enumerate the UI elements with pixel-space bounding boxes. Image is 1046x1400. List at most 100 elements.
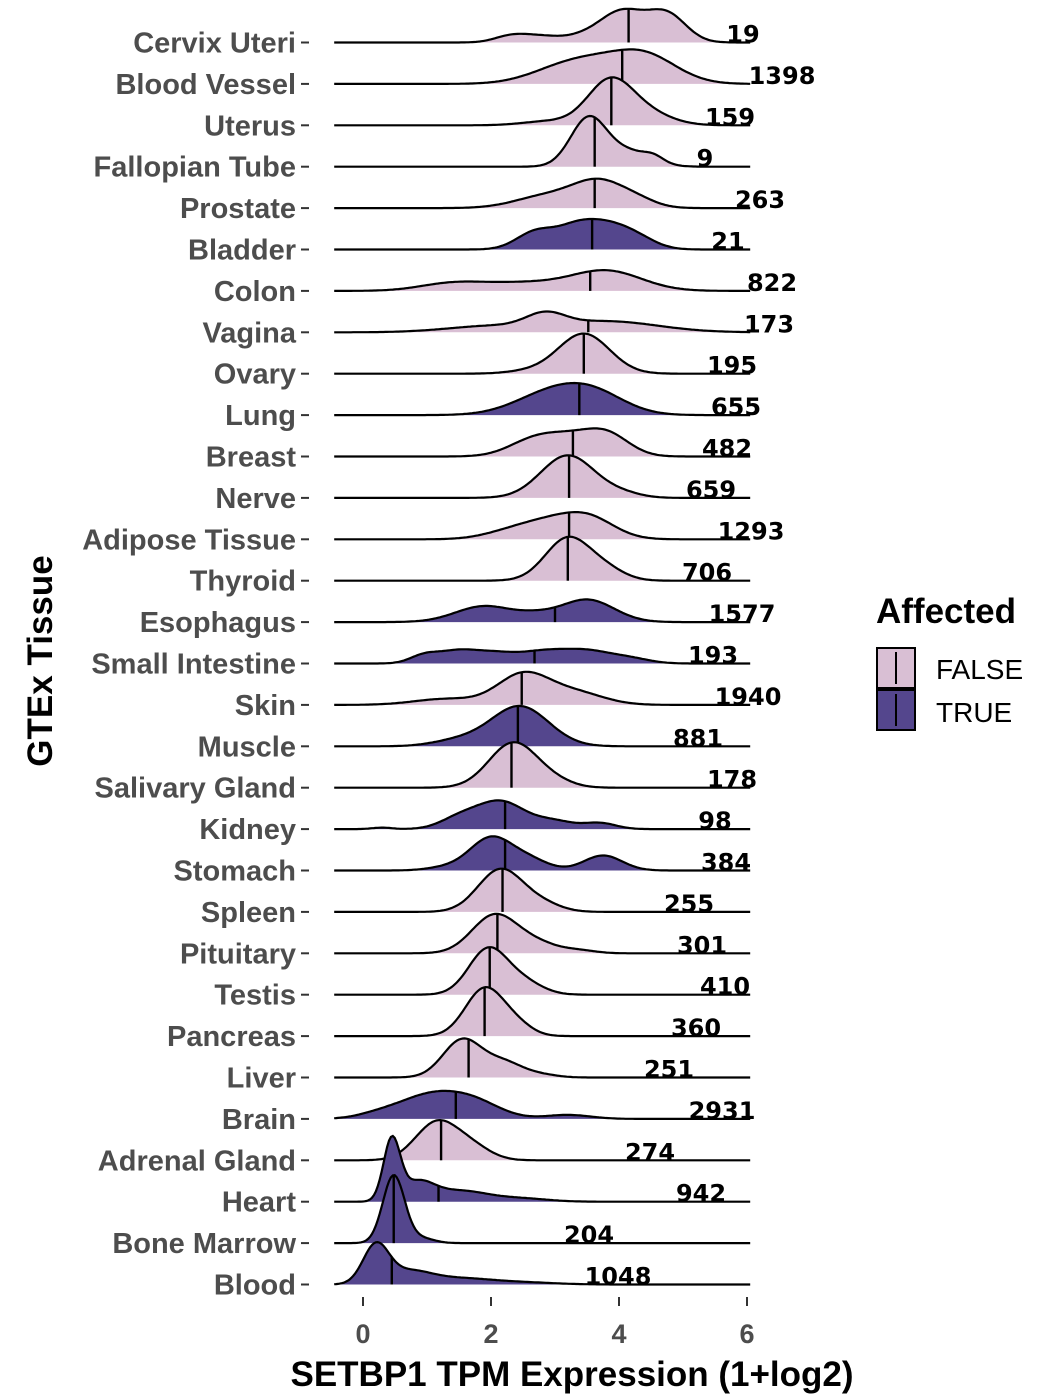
x-tick-label-0: 0 <box>355 1319 370 1349</box>
legend-label-false: FALSE <box>936 654 1023 685</box>
count-label-pancreas: 360 <box>671 1014 721 1042</box>
ridge-area-heart <box>334 1136 751 1202</box>
ridge-area-stomach <box>334 836 751 871</box>
tissue-label-pancreas: Pancreas <box>167 1021 296 1053</box>
count-label-adrenal-gland: 274 <box>625 1138 675 1166</box>
x-tick-label-4: 4 <box>611 1319 626 1349</box>
ridge-area-cervix-uteri <box>334 8 751 43</box>
tissue-label-adipose-tissue: Adipose Tissue <box>82 524 296 556</box>
tissue-label-nerve: Nerve <box>215 483 296 515</box>
count-label-small-intestine: 193 <box>688 642 738 670</box>
tissue-label-skin: Skin <box>235 690 296 722</box>
ridge-colon <box>334 269 751 292</box>
count-label-skin: 1940 <box>715 683 782 711</box>
ridge-area-spleen <box>334 868 751 912</box>
ridge-adrenal-gland <box>334 1118 751 1162</box>
tissue-label-ovary: Ovary <box>214 359 296 391</box>
legend-entry-true: TRUE <box>876 689 1012 731</box>
tissue-label-spleen: Spleen <box>201 897 296 929</box>
tissue-label-prostate: Prostate <box>180 193 296 225</box>
tissue-label-uterus: Uterus <box>204 110 296 142</box>
ridge-brain <box>334 1089 751 1120</box>
tissue-label-liver: Liver <box>227 1063 296 1095</box>
ridge-area-lung <box>334 383 751 416</box>
ridge-outline-salivary-gland <box>334 741 751 789</box>
ridge-area-bladder <box>334 219 751 250</box>
ridge-salivary-gland <box>334 741 751 789</box>
legend-entry-false: FALSE <box>876 647 1023 689</box>
ridge-area-nerve <box>334 455 751 498</box>
count-label-thyroid: 706 <box>682 559 732 587</box>
tissue-label-esophagus: Esophagus <box>140 607 296 639</box>
ridge-lung <box>334 381 751 417</box>
x-tick-label-2: 2 <box>483 1319 498 1349</box>
ridge-outline-stomach <box>334 835 751 872</box>
ridge-outline-testis <box>334 946 751 996</box>
count-label-lung: 655 <box>711 393 761 421</box>
ridge-kidney <box>334 799 751 831</box>
ridge-outline-bone-marrow <box>334 1174 751 1245</box>
ridge-breast <box>334 427 751 458</box>
tissue-label-fallopian-tube: Fallopian Tube <box>94 152 296 184</box>
ridge-outline-cervix-uteri <box>334 7 751 44</box>
ridge-area-muscle <box>334 705 751 747</box>
ridge-outline-breast <box>334 427 751 458</box>
tissue-label-kidney: Kidney <box>199 814 296 846</box>
ridge-bone-marrow <box>334 1174 751 1245</box>
ridge-outline-blood <box>334 1240 751 1286</box>
count-label-ovary: 195 <box>707 352 757 380</box>
tissue-label-salivary-gland: Salivary Gland <box>95 773 297 805</box>
count-label-nerve: 659 <box>686 476 736 504</box>
ridge-outline-nerve <box>334 454 751 499</box>
ridge-skin <box>334 670 751 706</box>
ridge-outline-pancreas <box>334 985 751 1038</box>
ridge-spleen <box>334 867 751 913</box>
ridge-outline-heart <box>334 1134 751 1203</box>
legend: Affected FALSE TRUE <box>876 592 1023 731</box>
ridge-outline-bladder <box>334 217 751 251</box>
ridge-area-bone-marrow <box>334 1175 751 1244</box>
tissue-label-muscle: Muscle <box>198 731 296 763</box>
ridge-prostate <box>334 177 751 210</box>
ridge-area-adipose-tissue <box>334 512 751 540</box>
ridge-outline-ovary <box>334 332 751 375</box>
tissue-label-bone-marrow: Bone Marrow <box>112 1228 296 1260</box>
ridge-cervix-uteri <box>334 7 751 44</box>
ridge-area-uterus <box>334 77 751 126</box>
count-label-pituitary: 301 <box>677 931 727 959</box>
count-label-cervix-uteri: 19 <box>726 21 759 49</box>
ridge-outline-thyroid <box>334 535 751 582</box>
tissue-label-colon: Colon <box>214 276 296 308</box>
ridge-outline-adrenal-gland <box>334 1118 751 1162</box>
ridge-outline-colon <box>334 269 751 292</box>
ridge-heart <box>334 1134 751 1203</box>
ridge-outline-liver <box>334 1037 751 1079</box>
tissue-label-adrenal-gland: Adrenal Gland <box>98 1145 296 1177</box>
tissue-label-cervix-uteri: Cervix Uteri <box>133 28 296 60</box>
ridge-blood-vessel <box>334 48 751 85</box>
ridge-pancreas <box>334 985 751 1038</box>
ridge-area-salivary-gland <box>334 742 751 788</box>
count-label-adipose-tissue: 1293 <box>718 517 785 545</box>
ridge-pituitary <box>334 912 751 955</box>
tissue-label-thyroid: Thyroid <box>190 566 296 598</box>
ridge-outline-lung <box>334 381 751 417</box>
ridge-uterus <box>334 76 751 127</box>
ridge-area-pituitary <box>334 913 751 954</box>
ridge-small-intestine <box>334 647 751 665</box>
ridge-vagina <box>334 310 751 334</box>
count-label-bone-marrow: 204 <box>564 1221 614 1249</box>
ridge-thyroid <box>334 535 751 582</box>
count-label-colon: 822 <box>747 269 797 297</box>
tissue-label-bladder: Bladder <box>188 235 296 267</box>
ridge-outline-blood-vessel <box>334 48 751 85</box>
tissue-label-vagina: Vagina <box>203 317 297 349</box>
ridge-area-prostate <box>334 178 751 209</box>
count-label-blood: 1048 <box>585 1263 652 1291</box>
ridges-layer <box>334 7 751 1286</box>
ridge-area-brain <box>334 1090 751 1119</box>
ridge-outline-skin <box>334 670 751 706</box>
ridge-blood <box>334 1240 751 1286</box>
